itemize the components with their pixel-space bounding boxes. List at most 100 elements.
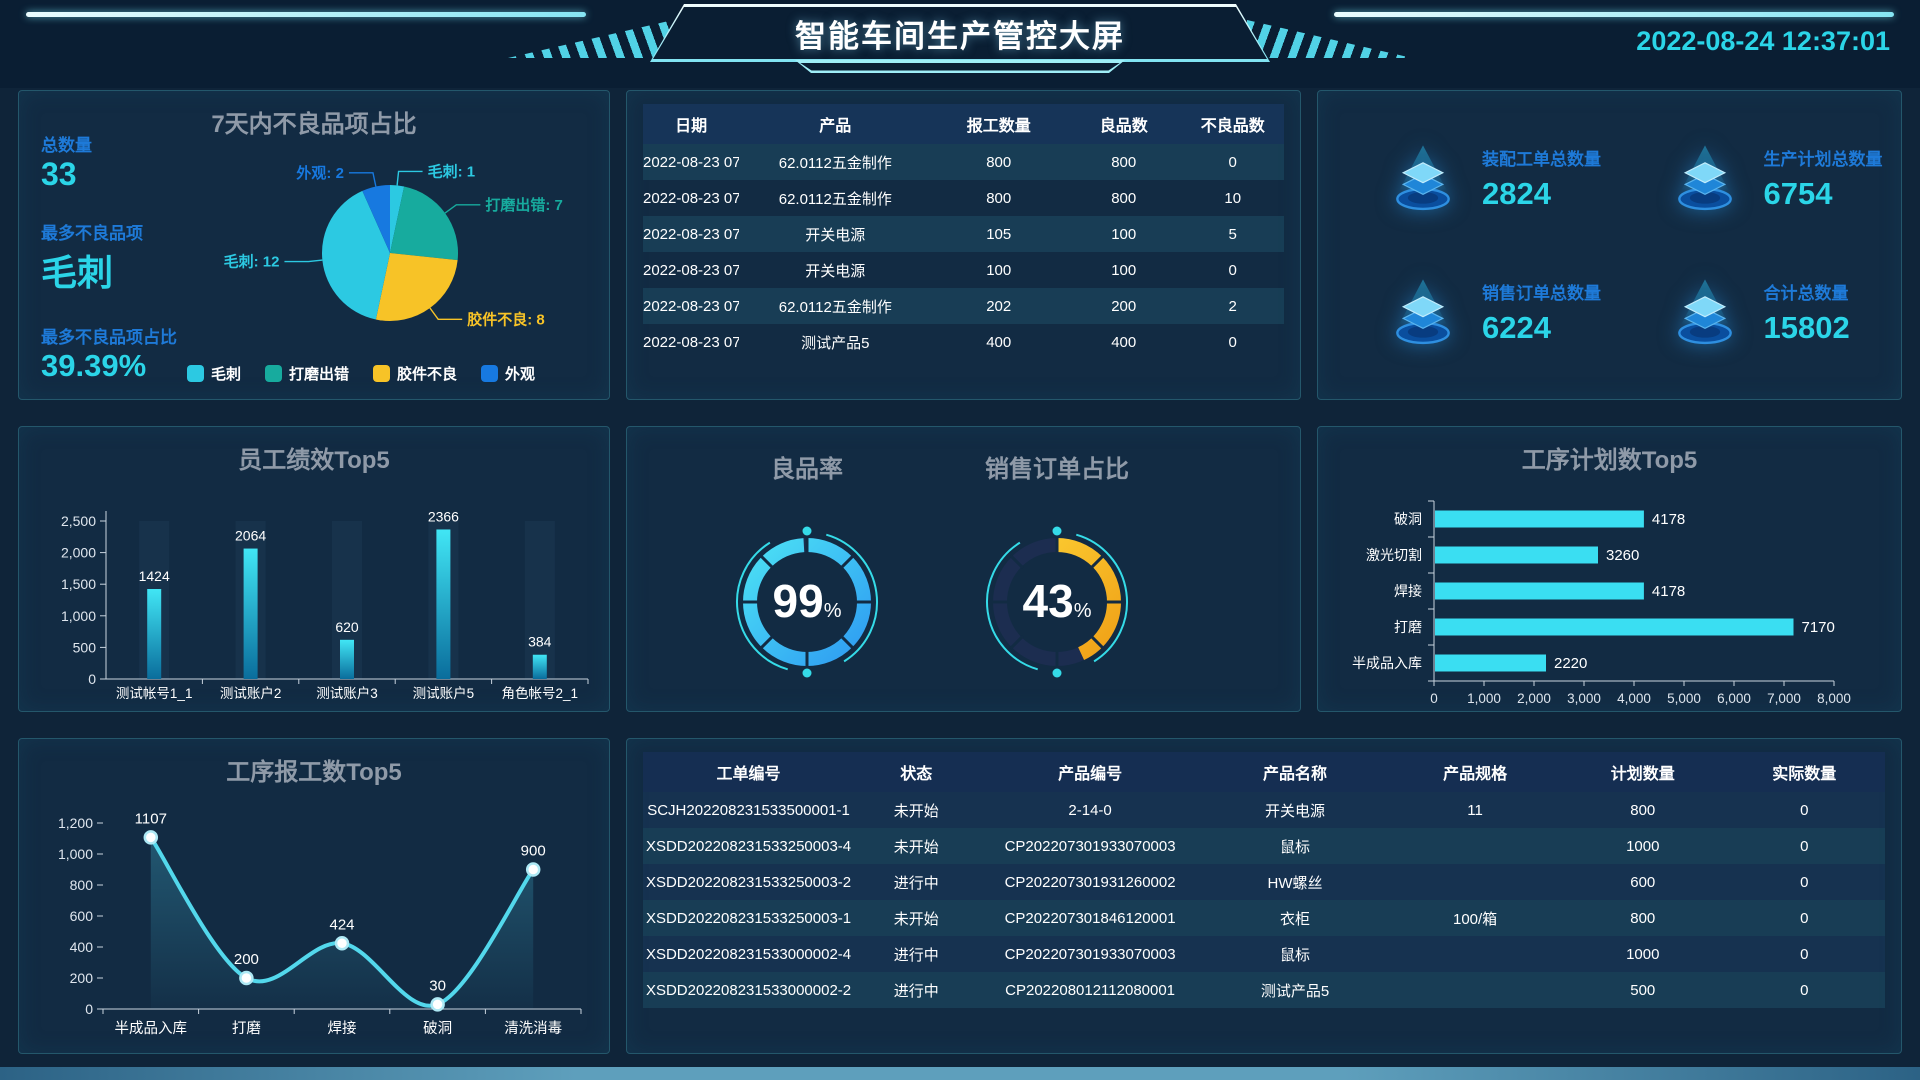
legend-swatch: [187, 365, 204, 382]
table-cell: 2022-08-23 07:39:08: [643, 333, 740, 351]
legend-label: 外观: [505, 366, 536, 383]
svg-text:7170: 7170: [1802, 619, 1835, 636]
stat-label: 总数量: [41, 136, 92, 155]
yield-gauge-chart: 99%: [736, 526, 878, 678]
svg-text:半成品入库: 半成品入库: [1352, 655, 1422, 671]
svg-text:7,000: 7,000: [1767, 691, 1801, 706]
svg-text:4178: 4178: [1652, 511, 1685, 528]
table-row[interactable]: XSDD202208231533250003-2 进行中 CP20220730193…: [643, 864, 1885, 900]
table-cell: 500: [1630, 981, 1656, 999]
table-cell: 100: [1111, 261, 1137, 279]
svg-text:毛刺: 1: 毛刺: 1: [428, 162, 476, 180]
svg-text:8,000: 8,000: [1817, 691, 1851, 706]
table-row[interactable]: 2022-08-23 07:39:08 测试产品5 400 400 0: [643, 324, 1284, 360]
table-cell: XSDD202208231533250003-1: [645, 909, 852, 927]
legend-item[interactable]: 胶件不良: [373, 363, 457, 384]
defect-pie-chart: 毛刺: 1 打磨出错: 7 胶件不良: 8 毛刺: 12 外观: 2: [224, 162, 563, 328]
table-cell: CP202207301933070003: [1004, 945, 1176, 963]
stat-label: 最多不良品项占比: [41, 328, 177, 347]
table-cell: 0: [1800, 981, 1809, 999]
table-cell: 0: [1800, 945, 1809, 963]
table-row[interactable]: XSDD202208231533000002-2 进行中 CP20220801211…: [643, 972, 1885, 1008]
table-cell: SCJH202208231533500001-1: [647, 801, 850, 819]
svg-text:测试账户5: 测试账户5: [413, 685, 475, 701]
svg-text:1,000: 1,000: [1467, 691, 1501, 706]
table-cell: XSDD202208231533000002-4: [645, 945, 852, 963]
legend-item[interactable]: 毛刺: [187, 363, 241, 384]
legend-swatch: [373, 365, 391, 382]
legend-swatch: [481, 365, 499, 382]
column-header: 产品规格: [1388, 752, 1563, 792]
table-row[interactable]: 2022-08-23 07:42:06 62.0112五金制作 800 800 10: [643, 180, 1284, 216]
footer-bar: [0, 1067, 1920, 1080]
table-cell: 测试产品5: [801, 334, 870, 352]
table-row[interactable]: 2022-08-23 07:39:41 62.0112五金制作 202 200 2: [643, 288, 1284, 324]
table-row[interactable]: 2022-08-23 07:43:07 62.0112五金制作 800 800 0: [643, 144, 1284, 180]
svg-text:3260: 3260: [1606, 547, 1639, 564]
layers-icon: [1677, 145, 1732, 211]
svg-text:0: 0: [88, 671, 96, 687]
table-row[interactable]: 2022-08-23 07:40:02 开关电源 100 100 0: [643, 252, 1284, 288]
stat-card-grand-total: 合计总数量 15802: [1610, 245, 1892, 379]
stat-card-sales-orders: 销售订单总数量 6224: [1328, 245, 1610, 379]
table-row[interactable]: 2022-08-23 07:40:49 开关电源 105 100 5: [643, 216, 1284, 252]
svg-text:2,500: 2,500: [61, 513, 96, 529]
table-cell: 0: [1800, 801, 1809, 819]
svg-text:4178: 4178: [1652, 583, 1685, 600]
table-cell: 测试产品5: [1260, 982, 1330, 1000]
table-cell: 未开始: [893, 802, 939, 820]
legend-item[interactable]: 外观: [481, 363, 535, 384]
svg-text:1,000: 1,000: [58, 846, 93, 862]
table-row[interactable]: XSDD202208231533250003-4 未开始 CP20220730193…: [643, 828, 1885, 864]
stat-top-defect: 最多不良品项 毛刺: [41, 219, 143, 296]
header-stripes-left: [508, 20, 673, 58]
svg-text:测试账户3: 测试账户3: [316, 685, 378, 701]
table-row[interactable]: SCJH202208231533500001-1 未开始 2-14-0 开关电源 11 8…: [643, 792, 1885, 828]
svg-text:测试帐号1_1: 测试帐号1_1: [116, 686, 193, 701]
svg-text:3,000: 3,000: [1567, 691, 1601, 706]
panel-title: 7天内不良品项占比: [211, 111, 417, 138]
stat-label: 装配工单总数量: [1482, 149, 1601, 169]
svg-text:1,500: 1,500: [61, 576, 96, 592]
svg-text:384: 384: [528, 634, 552, 650]
stat-value: 6754: [1763, 175, 1833, 211]
table-cell: 800: [1111, 153, 1137, 171]
svg-text:620: 620: [335, 619, 359, 635]
table-cell: 开关电源: [1265, 802, 1326, 820]
table-cell: 100: [1111, 225, 1137, 243]
process-report-panel: 工序报工数Top5 0 200 400 600 800 1,000 1,200 1107 半成品…: [18, 738, 610, 1054]
table-cell: 0: [1800, 873, 1809, 891]
svg-text:424: 424: [329, 916, 354, 933]
table-cell: 2: [1228, 297, 1237, 315]
staff-performance-chart: 0 500 1,000 1,500 2,000 2,500 1424 测试帐号1_1 2064 测…: [61, 508, 589, 701]
title-frame: 智能车间生产管控大屏: [650, 4, 1270, 62]
table-row[interactable]: XSDD202208231533250003-1 未开始 CP20220730184…: [643, 900, 1885, 936]
legend-label: 胶件不良: [397, 366, 458, 383]
table-row[interactable]: XSDD202208231533000002-4 进行中 CP20220730193…: [643, 936, 1885, 972]
column-header: 实际数量: [1723, 752, 1885, 792]
sales-gauge: 销售订单占比 43%: [917, 449, 1197, 711]
gauge-title: 销售订单占比: [985, 456, 1129, 483]
table-cell: XSDD202208231533000002-2: [645, 981, 852, 999]
process-plan-panel: 工序计划数Top5 0 1,000 2,000 3,000 4,000 5,000 6,00…: [1317, 426, 1902, 712]
svg-text:2366: 2366: [428, 508, 459, 524]
table-cell: 400: [1111, 333, 1137, 351]
table-cell: 进行中: [893, 874, 939, 892]
svg-text:清洗消毒: 清洗消毒: [504, 1020, 562, 1037]
stat-label: 最多不良品项: [41, 224, 143, 243]
panel-title: 工序计划数Top5: [1521, 447, 1698, 474]
table-cell: 进行中: [893, 946, 939, 964]
table-cell: 未开始: [893, 838, 939, 856]
header: 智能车间生产管控大屏 2022-08-24 12:37:01: [0, 0, 1920, 88]
svg-text:外观: 2: 外观: 2: [295, 164, 344, 182]
svg-text:激光切割: 激光切割: [1366, 547, 1422, 563]
table-cell: 200: [1111, 297, 1137, 315]
totals-panel: 装配工单总数量 2824 生产计划总数量 6754: [1317, 90, 1902, 400]
stat-label: 销售订单总数量: [1482, 283, 1601, 303]
column-header: 产品编号: [978, 752, 1202, 792]
table-cell: 100: [986, 261, 1012, 279]
legend-item[interactable]: 打磨出错: [265, 363, 349, 384]
table-header-row: 日期 产品 报工数量 良品数 不良品数: [643, 104, 1284, 144]
work-order-table[interactable]: 工单编号 状态 产品编号 产品名称 产品规格 计划数量 实际数量 SCJH202208231…: [643, 752, 1885, 1008]
